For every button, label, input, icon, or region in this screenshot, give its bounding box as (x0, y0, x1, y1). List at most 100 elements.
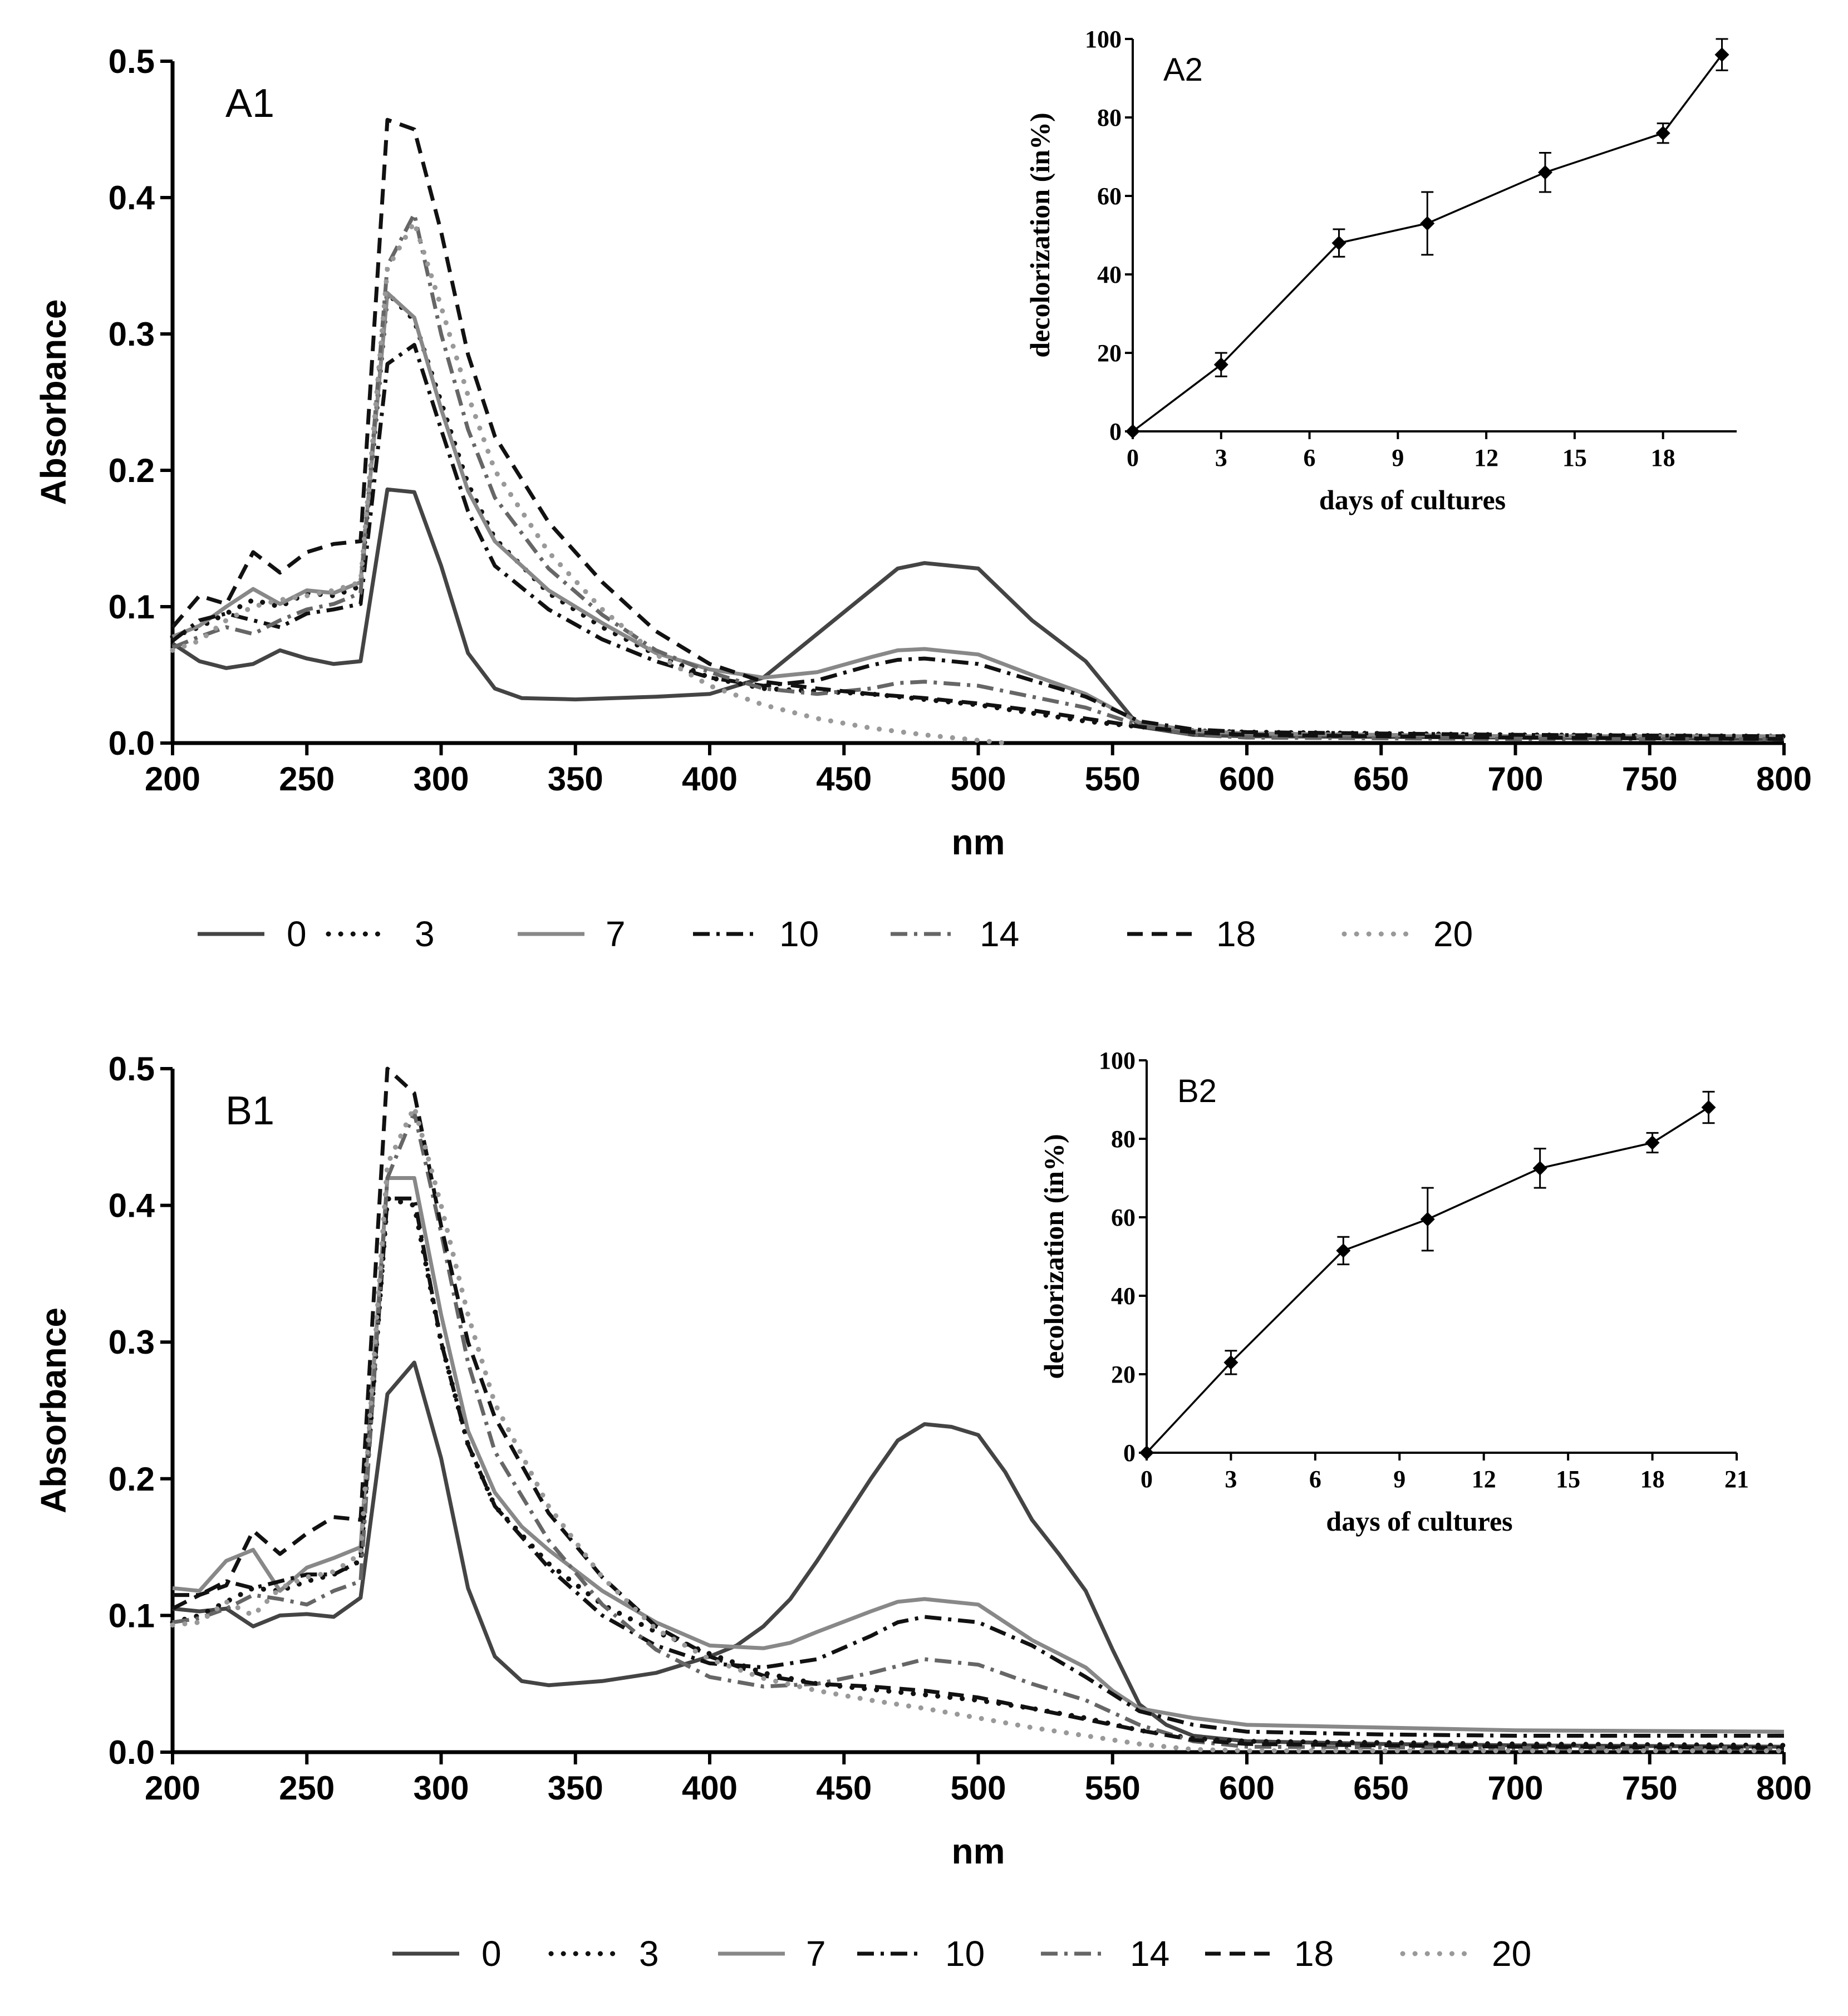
legend-label-0: 0 (481, 1934, 502, 1974)
data-point-day-18 (1645, 1135, 1660, 1150)
x-tick-label: 750 (1622, 1769, 1678, 1807)
panel-label: B1 (225, 1089, 274, 1133)
y-tick-label: 0.5 (109, 1050, 155, 1088)
x-tick-label: 250 (279, 760, 335, 798)
legend-label-14: 14 (1130, 1934, 1169, 1974)
x-tick-label: 0 (1141, 1466, 1153, 1493)
data-point-day-20 (1701, 1100, 1716, 1115)
legend-label-0: 0 (287, 914, 307, 954)
x-tick-label: 500 (950, 1769, 1006, 1807)
x-tick-label: 550 (1085, 1769, 1141, 1807)
y-axis-title: decolorization (in%) (1038, 1134, 1069, 1379)
series-line-0 (172, 1360, 1785, 1749)
series-line-20 (170, 219, 1008, 746)
legend-label-14: 14 (980, 914, 1019, 954)
legend-b: 0 3 7 10 14 18 20 (392, 1934, 1531, 1974)
y-axis-title: Absorbance (33, 1307, 73, 1513)
data-point-day-18 (1655, 126, 1670, 141)
y-tick-label: 40 (1097, 261, 1122, 288)
data-point-day-7 (1331, 235, 1346, 250)
data-point-day-14 (1537, 165, 1552, 180)
y-tick-label: 0 (1109, 418, 1122, 445)
x-tick-label: 15 (1562, 444, 1587, 471)
x-tick-label: 350 (548, 1769, 603, 1807)
x-tick-label: 450 (816, 1769, 872, 1807)
x-tick-label: 300 (413, 1769, 469, 1807)
x-tick-label: 3 (1225, 1466, 1237, 1493)
x-tick-label: 600 (1219, 1769, 1275, 1807)
y-tick-label: 0.3 (109, 316, 155, 353)
data-point-day-10 (1420, 216, 1435, 231)
x-tick-label: 6 (1304, 444, 1316, 471)
x-tick-label: 9 (1392, 444, 1404, 471)
series-line-3 (170, 291, 1787, 739)
x-tick-label: 18 (1651, 444, 1675, 471)
y-tick-label: 0.4 (109, 1187, 155, 1225)
x-tick-label: 800 (1756, 760, 1812, 798)
x-tick-label: 15 (1556, 1466, 1580, 1493)
legend-label-18: 18 (1216, 914, 1256, 954)
x-tick-label: 800 (1756, 1769, 1812, 1807)
x-tick-label: 21 (1724, 1466, 1749, 1493)
x-axis-title: days of cultures (1319, 484, 1506, 515)
x-tick-label: 12 (1472, 1466, 1496, 1493)
decolorization-inset-a2: 0 20 40 60 80 100 0 3 6 9 12 15 18 days of cultures de… (1024, 26, 1737, 515)
x-tick-label: 700 (1487, 760, 1543, 798)
decolorization-inset-b2: 0 20 40 60 80 100 0 3 6 9 12 15 18 21 days of cultures… (1038, 1047, 1749, 1537)
x-tick-label: 700 (1487, 1769, 1543, 1807)
x-tick-label: 18 (1640, 1466, 1665, 1493)
series-line-3 (170, 1196, 1787, 1748)
y-tick-label: 20 (1097, 340, 1122, 367)
y-axis-title: decolorization (in%) (1024, 112, 1055, 357)
series-line-7 (172, 1176, 1785, 1734)
panel-label: B2 (1177, 1073, 1217, 1109)
x-tick-label: 500 (950, 760, 1006, 798)
y-tick-label: 0.1 (109, 588, 155, 626)
x-tick-label: 600 (1219, 760, 1275, 798)
x-axis-title: days of cultures (1326, 1506, 1512, 1537)
data-point-day-20 (1714, 47, 1729, 62)
x-tick-label: 750 (1622, 760, 1678, 798)
y-tick-label: 60 (1097, 183, 1122, 210)
x-tick-label: 350 (548, 760, 603, 798)
legend-label-10: 10 (779, 914, 819, 954)
y-tick-label: 0.3 (109, 1324, 155, 1361)
legend-a: 0 3 7 10 14 18 20 (198, 914, 1473, 954)
x-tick-label: 650 (1353, 1769, 1409, 1807)
x-tick-label: 12 (1474, 444, 1498, 471)
y-tick-label: 0.2 (109, 1461, 155, 1498)
legend-label-3: 3 (639, 1934, 659, 1974)
series-line-10 (173, 1196, 1784, 1738)
series-line-10 (171, 343, 1785, 739)
panel-label: A1 (225, 81, 274, 126)
legend-label-7: 7 (606, 914, 626, 954)
x-axis-title: nm (952, 1831, 1005, 1871)
x-tick-label: 550 (1085, 760, 1141, 798)
series-line-14 (172, 1110, 1784, 1751)
data-point-day-14 (1532, 1161, 1547, 1176)
y-tick-label: 60 (1111, 1204, 1136, 1231)
x-tick-label: 9 (1393, 1466, 1405, 1493)
data-point-day-10 (1420, 1212, 1435, 1227)
y-tick-label: 40 (1111, 1282, 1136, 1310)
x-axis-title: nm (952, 822, 1005, 862)
x-tick-label: 650 (1353, 760, 1409, 798)
legend-label-3: 3 (415, 914, 435, 954)
y-axis-title: Absorbance (33, 299, 73, 505)
data-point-day-0 (1125, 424, 1140, 439)
x-tick-label: 300 (413, 760, 469, 798)
y-tick-label: 0.1 (109, 1597, 155, 1634)
data-point-day-3 (1213, 357, 1228, 372)
panel-label: A2 (1163, 52, 1203, 88)
y-tick-label: 80 (1111, 1125, 1136, 1153)
legend-label-20: 20 (1433, 914, 1473, 954)
y-tick-label: 0.2 (109, 452, 155, 489)
y-tick-label: 100 (1099, 1047, 1136, 1074)
x-tick-label: 200 (145, 760, 200, 798)
x-tick-label: 450 (816, 760, 872, 798)
y-tick-label: 0 (1123, 1439, 1136, 1467)
series-line-18 (171, 117, 1785, 741)
legend-label-10: 10 (945, 1934, 985, 1974)
